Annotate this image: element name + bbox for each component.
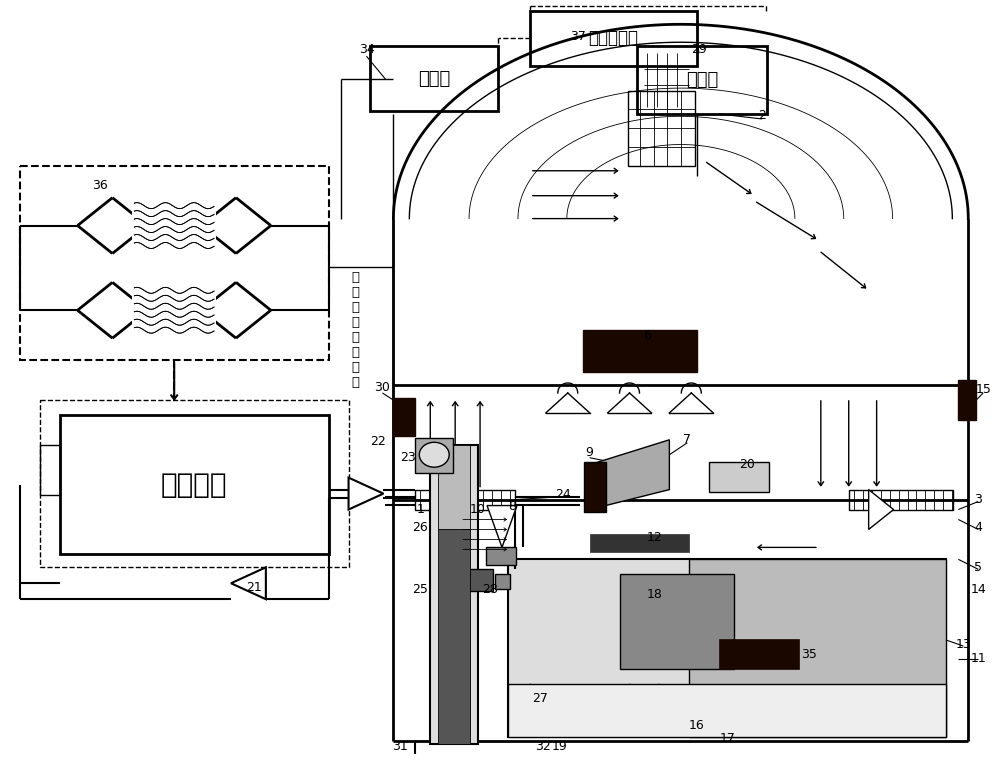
Text: 27: 27 — [532, 692, 548, 705]
Text: 35: 35 — [801, 648, 817, 661]
Text: 10: 10 — [470, 503, 486, 516]
Text: 24: 24 — [555, 488, 571, 501]
Text: 31: 31 — [392, 740, 408, 753]
Polygon shape — [590, 439, 669, 510]
Text: 26: 26 — [412, 521, 428, 534]
Text: 21: 21 — [246, 581, 262, 594]
FancyBboxPatch shape — [620, 575, 734, 669]
Polygon shape — [869, 490, 894, 530]
FancyBboxPatch shape — [584, 462, 606, 511]
Text: 11: 11 — [970, 652, 986, 665]
Text: 23: 23 — [400, 451, 416, 464]
Polygon shape — [349, 478, 383, 510]
FancyBboxPatch shape — [495, 575, 510, 589]
Text: 17: 17 — [719, 732, 735, 745]
Text: 18: 18 — [646, 588, 662, 600]
Text: 太
阳
能
板
供
电
线
路: 太 阳 能 板 供 电 线 路 — [352, 271, 360, 389]
Text: 7: 7 — [683, 433, 691, 446]
Text: 3: 3 — [974, 493, 982, 506]
FancyBboxPatch shape — [689, 559, 946, 737]
Text: 22: 22 — [371, 435, 386, 449]
Text: 蓄电池: 蓄电池 — [686, 71, 718, 89]
Text: 19: 19 — [552, 740, 568, 753]
Text: 28: 28 — [482, 583, 498, 596]
Text: 14: 14 — [970, 583, 986, 596]
Text: 30: 30 — [374, 382, 390, 394]
Text: 34: 34 — [359, 43, 374, 56]
Text: 2: 2 — [758, 109, 766, 123]
Text: 32: 32 — [535, 740, 551, 753]
Text: 9: 9 — [586, 446, 594, 459]
Text: 5: 5 — [974, 561, 982, 574]
Text: 电量传感器: 电量传感器 — [589, 29, 639, 47]
Text: 36: 36 — [92, 179, 107, 192]
Text: 20: 20 — [739, 459, 755, 472]
Polygon shape — [487, 506, 517, 547]
Polygon shape — [231, 568, 266, 599]
Text: 控制板: 控制板 — [418, 70, 450, 88]
FancyBboxPatch shape — [590, 534, 689, 552]
FancyBboxPatch shape — [430, 445, 478, 744]
Text: 25: 25 — [412, 583, 428, 596]
FancyBboxPatch shape — [415, 438, 453, 472]
FancyBboxPatch shape — [583, 330, 697, 372]
Text: 29: 29 — [691, 43, 707, 56]
Text: 4: 4 — [974, 521, 982, 534]
FancyBboxPatch shape — [438, 445, 470, 530]
FancyBboxPatch shape — [393, 398, 415, 436]
FancyBboxPatch shape — [132, 204, 216, 247]
Text: 12: 12 — [647, 531, 662, 544]
FancyBboxPatch shape — [508, 559, 946, 737]
Text: 37: 37 — [570, 30, 586, 43]
Text: 1: 1 — [416, 503, 424, 516]
FancyBboxPatch shape — [486, 547, 516, 565]
Text: 16: 16 — [688, 720, 704, 732]
FancyBboxPatch shape — [508, 684, 946, 737]
FancyBboxPatch shape — [468, 569, 493, 591]
FancyBboxPatch shape — [132, 288, 216, 332]
FancyBboxPatch shape — [438, 530, 470, 744]
Text: 太阳能板: 太阳能板 — [161, 471, 227, 499]
Text: 8: 8 — [508, 500, 516, 513]
FancyBboxPatch shape — [719, 639, 799, 669]
FancyBboxPatch shape — [958, 380, 976, 420]
FancyBboxPatch shape — [709, 462, 769, 491]
Ellipse shape — [419, 443, 449, 467]
Text: 15: 15 — [975, 384, 991, 397]
Text: 13: 13 — [955, 638, 971, 651]
Text: 6: 6 — [644, 329, 651, 342]
